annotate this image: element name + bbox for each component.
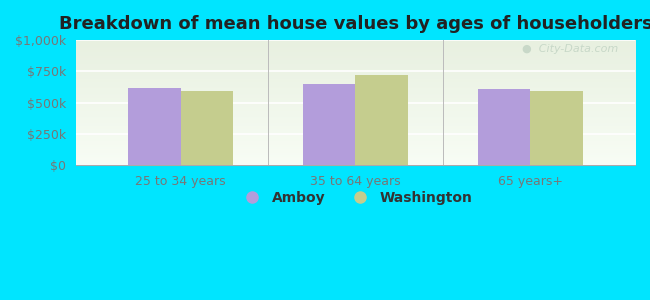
Bar [530, 91, 582, 165]
Bar [303, 84, 356, 165]
Text: ●  City-Data.com: ● City-Data.com [522, 44, 618, 54]
Bar [478, 89, 530, 165]
Legend: Amboy, Washington: Amboy, Washington [233, 185, 478, 210]
Bar [128, 88, 181, 165]
Bar [356, 75, 408, 165]
Title: Breakdown of mean house values by ages of householders: Breakdown of mean house values by ages o… [58, 15, 650, 33]
Bar [181, 91, 233, 165]
